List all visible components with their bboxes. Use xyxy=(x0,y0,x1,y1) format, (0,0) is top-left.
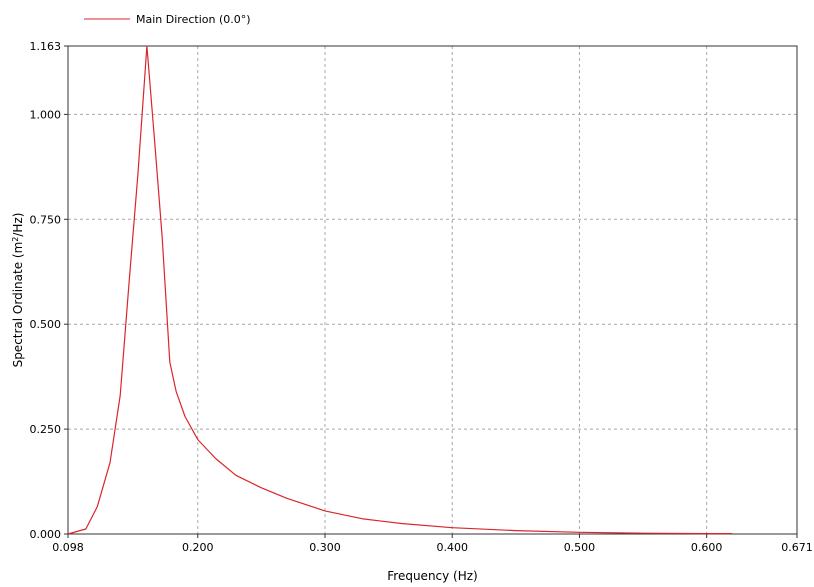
series-layer xyxy=(67,45,733,535)
y-tick-label: 0.000 xyxy=(30,528,62,541)
x-tick-label: 0.500 xyxy=(564,541,596,554)
legend-label: Main Direction (0.0°) xyxy=(136,13,251,26)
y-tick-label: 0.750 xyxy=(30,213,62,226)
y-tick-label: 1.163 xyxy=(30,40,62,53)
y-axis-title-superscript: 2 xyxy=(11,237,20,242)
y-axis-title: Spectral Ordinate (m2/Hz) xyxy=(11,213,26,368)
plot-frame xyxy=(67,45,798,535)
y-axis-title-suffix: /Hz) xyxy=(11,213,25,237)
legend: Main Direction (0.0°) xyxy=(84,13,251,26)
x-tick-label: 0.400 xyxy=(436,541,468,554)
y-tick-label: 0.500 xyxy=(30,318,62,331)
y-axis: 0.000 0.250 0.500 0.750 1.000 1.163 xyxy=(30,40,68,541)
series-line-main-direction xyxy=(67,45,733,535)
x-tick-label: 0.600 xyxy=(691,541,723,554)
x-tick-label: 0.200 xyxy=(182,541,214,554)
y-tick-label: 0.250 xyxy=(30,423,62,436)
grid xyxy=(68,46,797,534)
x-axis-title: Frequency (Hz) xyxy=(387,569,478,583)
x-tick-label: 0.671 xyxy=(781,541,813,554)
x-axis: 0.098 0.200 0.300 0.400 0.500 0.600 0.671 xyxy=(52,534,813,554)
x-tick-label: 0.300 xyxy=(309,541,341,554)
y-tick-label: 1.000 xyxy=(30,108,62,121)
y-axis-title-prefix: Spectral Ordinate (m xyxy=(11,242,25,368)
x-tick-label: 0.098 xyxy=(52,541,84,554)
